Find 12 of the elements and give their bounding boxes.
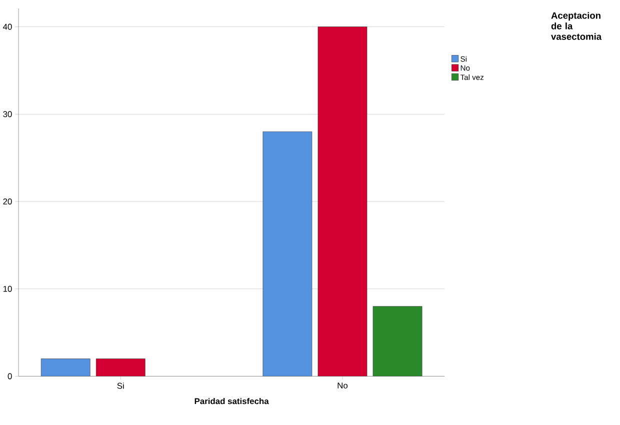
y-tick-label: 10 (3, 286, 12, 292)
bar (318, 26, 368, 376)
legend-title: Aceptacion de la vasectomia (551, 12, 602, 40)
y-tick-label: 20 (3, 198, 12, 204)
y-tick-label: 40 (3, 24, 12, 30)
bar (96, 358, 146, 376)
bar (40, 358, 90, 376)
x-axis-title: Paridad satisfecha (194, 398, 269, 404)
y-tick-label: 0 (8, 373, 12, 380)
bar (372, 306, 422, 376)
bar (262, 131, 312, 376)
y-tick-label: 30 (3, 111, 12, 118)
